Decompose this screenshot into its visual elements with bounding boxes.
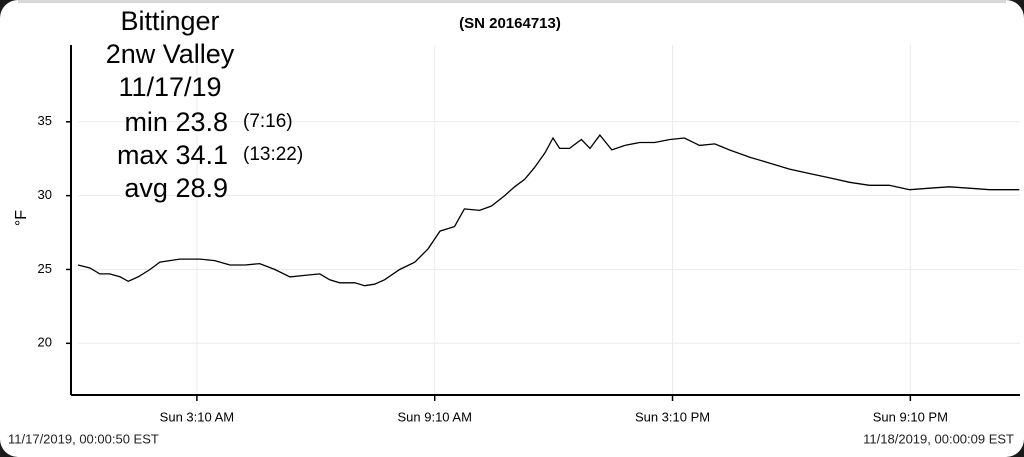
end-label: 11/18/2019, 00:00:09 EST	[863, 431, 1014, 446]
stat-label: max 34.1	[117, 140, 228, 170]
header-line: 2nw Valley	[106, 39, 235, 69]
stat-label: avg 28.9	[124, 173, 228, 203]
header-line: Bittinger	[120, 6, 219, 36]
x-tick-label: Sun 3:10 AM	[160, 409, 234, 424]
x-tick-label: Sun 3:10 PM	[635, 409, 710, 424]
y-tick-label: 35	[38, 113, 52, 128]
chart-title: (SN 20164713)	[459, 15, 561, 32]
stat-time: (13:22)	[243, 144, 303, 165]
start-label: 11/17/2019, 00:00:50 EST	[8, 431, 159, 446]
temperature-line	[77, 134, 1020, 287]
stat-label: min 23.8	[124, 107, 228, 137]
y-tick-label: 25	[38, 261, 52, 276]
top-bar	[18, 0, 1006, 3]
x-tick-label: Sun 9:10 AM	[397, 409, 471, 424]
y-tick-label: 30	[38, 187, 52, 202]
y-tick-label: 20	[38, 335, 52, 350]
y-axis-label: °F	[13, 210, 30, 226]
stat-time: (7:16)	[243, 111, 293, 132]
header-line: 11/17/19	[118, 72, 221, 102]
x-tick-label: Sun 9:10 PM	[873, 409, 948, 424]
